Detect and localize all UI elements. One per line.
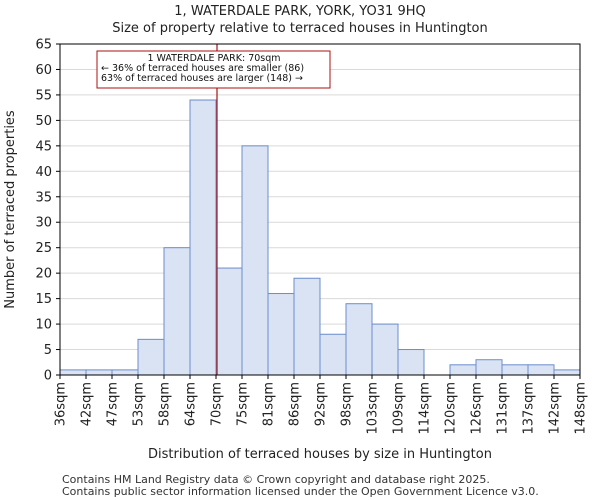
bar-103sqm bbox=[371, 323, 399, 376]
bar-142sqm bbox=[553, 369, 581, 376]
y-tick-label: 10 bbox=[35, 318, 52, 333]
x-tick-label: 126sqm bbox=[470, 382, 485, 435]
chart-title: 1, WATERDALE PARK, YORK, YO31 9HQ bbox=[174, 4, 426, 19]
x-tick-label: 42sqm bbox=[80, 382, 95, 426]
x-tick-label: 131sqm bbox=[496, 382, 511, 435]
x-tick-label: 36sqm bbox=[54, 382, 69, 426]
x-tick-label: 53sqm bbox=[132, 382, 147, 426]
y-tick-label: 20 bbox=[35, 267, 52, 282]
x-tick-label: 103sqm bbox=[366, 382, 381, 435]
bar-98sqm bbox=[345, 303, 373, 376]
bars bbox=[59, 99, 581, 376]
bar-92sqm bbox=[319, 333, 347, 376]
bar-70sqm bbox=[215, 267, 243, 376]
bar-75sqm bbox=[241, 145, 269, 376]
x-tick-label: 92sqm bbox=[314, 382, 329, 426]
x-axis-label: Distribution of terraced houses by size … bbox=[148, 447, 492, 462]
y-tick-label: 15 bbox=[35, 292, 52, 307]
y-tick-label: 50 bbox=[35, 114, 52, 129]
y-tick-label: 60 bbox=[35, 63, 52, 78]
x-tick-label: 86sqm bbox=[288, 382, 303, 426]
bar-58sqm bbox=[163, 247, 191, 376]
x-tick-label: 137sqm bbox=[522, 382, 537, 435]
x-tick-label: 47sqm bbox=[106, 382, 121, 426]
footer-licence: Contains public sector information licen… bbox=[62, 485, 539, 498]
annotation-line-3: 63% of terraced houses are larger (148) … bbox=[101, 73, 303, 84]
x-tick-label: 120sqm bbox=[444, 382, 459, 435]
y-tick-label: 30 bbox=[35, 216, 52, 231]
x-tick-label: 114sqm bbox=[418, 382, 433, 435]
x-tick-label: 58sqm bbox=[158, 382, 173, 426]
bar-109sqm bbox=[397, 349, 425, 376]
y-tick-label: 40 bbox=[35, 165, 52, 180]
bar-64sqm bbox=[189, 99, 217, 376]
y-tick-label: 5 bbox=[44, 343, 52, 358]
x-tick-label: 64sqm bbox=[184, 382, 199, 426]
y-tick-label: 45 bbox=[35, 139, 52, 154]
y-tick-label: 0 bbox=[44, 369, 52, 384]
bar-126sqm bbox=[475, 359, 503, 376]
annotation-frame bbox=[96, 50, 331, 89]
x-tick-label: 142sqm bbox=[548, 382, 563, 435]
y-tick-label: 25 bbox=[35, 241, 52, 256]
x-tick-label: 109sqm bbox=[392, 382, 407, 435]
bar-120sqm bbox=[449, 364, 477, 376]
bar-53sqm bbox=[137, 338, 165, 376]
y-axis-label: Number of terraced properties bbox=[3, 110, 18, 309]
bar-137sqm bbox=[527, 364, 555, 376]
bar-42sqm bbox=[85, 369, 113, 376]
annotation-line-2: ← 36% of terraced houses are smaller (86… bbox=[101, 63, 304, 74]
chart-subtitle: Size of property relative to terraced ho… bbox=[112, 21, 488, 36]
y-tick-label: 55 bbox=[35, 88, 52, 103]
footer-copyright: Contains HM Land Registry data © Crown c… bbox=[62, 473, 490, 486]
y-tick-label: 35 bbox=[35, 190, 52, 205]
x-tick-label: 148sqm bbox=[574, 382, 589, 435]
y-axis-ticks: 0 5 10 15 20 25 30 35 40 45 50 55 60 65 bbox=[35, 38, 60, 384]
x-tick-label: 70sqm bbox=[210, 382, 225, 426]
bar-86sqm bbox=[293, 277, 321, 376]
annotation-line-1: 1 WATERDALE PARK: 70sqm bbox=[147, 53, 280, 64]
annotation-box: 1 WATERDALE PARK: 70sqm← 36% of terraced… bbox=[96, 50, 331, 89]
bar-47sqm bbox=[111, 369, 139, 376]
bar-36sqm bbox=[59, 369, 87, 376]
x-tick-label: 98sqm bbox=[340, 382, 355, 426]
bar-131sqm bbox=[501, 364, 529, 376]
x-axis-ticks: 36sqm 42sqm 47sqm 53sqm 58sqm 64sqm 70sqm 75sqm… bbox=[54, 375, 589, 435]
bar-81sqm bbox=[267, 293, 295, 376]
x-tick-label: 75sqm bbox=[236, 382, 251, 426]
x-tick-label: 81sqm bbox=[262, 382, 277, 426]
y-tick-label: 65 bbox=[35, 38, 52, 53]
